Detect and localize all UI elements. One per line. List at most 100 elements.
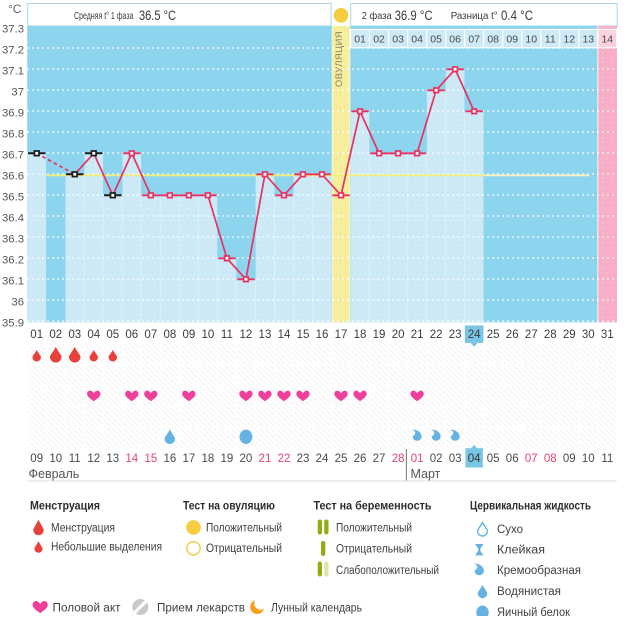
svg-text:37: 37 — [11, 86, 24, 98]
svg-text:Небольшие выделения: Небольшие выделения — [51, 542, 162, 554]
svg-text:36.3: 36.3 — [2, 233, 24, 245]
svg-text:05: 05 — [487, 453, 500, 465]
svg-text:11: 11 — [221, 329, 233, 341]
svg-text:36.4: 36.4 — [2, 212, 24, 224]
svg-text:08: 08 — [544, 453, 557, 465]
svg-text:Март: Март — [411, 467, 441, 481]
svg-text:06: 06 — [506, 453, 519, 465]
svg-text:19: 19 — [221, 453, 234, 465]
svg-text:27: 27 — [525, 329, 538, 341]
svg-text:28: 28 — [544, 329, 557, 341]
svg-text:14: 14 — [125, 453, 138, 465]
svg-text:21: 21 — [259, 453, 272, 465]
svg-text:36.5 °C: 36.5 °C — [139, 8, 176, 23]
svg-text:26: 26 — [506, 329, 519, 341]
svg-text:13: 13 — [582, 34, 594, 46]
svg-text:Половой акт: Половой акт — [53, 602, 122, 614]
svg-text:05: 05 — [430, 34, 442, 46]
svg-text:36.8: 36.8 — [2, 128, 24, 140]
svg-text:Клейкая: Клейкая — [497, 545, 545, 557]
svg-text:07: 07 — [144, 329, 157, 341]
svg-text:10: 10 — [525, 34, 537, 46]
svg-text:28: 28 — [392, 453, 405, 465]
svg-text:02: 02 — [373, 34, 385, 46]
svg-text:09: 09 — [506, 34, 518, 46]
svg-text:0.4 °C: 0.4 °C — [501, 8, 533, 23]
svg-text:36.7: 36.7 — [2, 149, 24, 161]
svg-text:17: 17 — [182, 453, 195, 465]
svg-text:20: 20 — [240, 453, 253, 465]
svg-text:04: 04 — [411, 34, 423, 46]
svg-text:Кремообразная: Кремообразная — [497, 565, 581, 577]
svg-text:Менструация: Менструация — [30, 501, 100, 513]
svg-text:Прием лекарств: Прием лекарств — [157, 602, 245, 614]
svg-text:22: 22 — [278, 453, 291, 465]
svg-text:01: 01 — [411, 453, 424, 465]
svg-text:15: 15 — [144, 453, 157, 465]
svg-text:2 фаза: 2 фаза — [362, 10, 392, 22]
svg-text:11: 11 — [601, 453, 613, 465]
svg-text:05: 05 — [106, 329, 119, 341]
svg-text:10: 10 — [201, 329, 214, 341]
svg-text:23: 23 — [297, 453, 310, 465]
svg-text:12: 12 — [87, 453, 100, 465]
svg-text:15: 15 — [297, 329, 310, 341]
svg-text:30: 30 — [582, 329, 595, 341]
svg-text:25: 25 — [335, 453, 348, 465]
svg-text:13: 13 — [259, 329, 272, 341]
svg-text:16: 16 — [316, 329, 329, 341]
svg-text:09: 09 — [30, 453, 43, 465]
svg-text:23: 23 — [449, 329, 462, 341]
svg-text:18: 18 — [201, 453, 214, 465]
svg-text:Менструация: Менструация — [51, 522, 115, 534]
svg-text:10: 10 — [49, 453, 62, 465]
svg-text:01: 01 — [354, 34, 366, 46]
svg-text:10: 10 — [582, 453, 595, 465]
svg-text:14: 14 — [278, 329, 291, 341]
svg-text:36: 36 — [11, 296, 24, 308]
svg-text:36.9 °C: 36.9 °C — [395, 8, 433, 23]
svg-text:26: 26 — [354, 453, 367, 465]
svg-text:29: 29 — [563, 329, 576, 341]
svg-text:02: 02 — [430, 453, 443, 465]
svg-text:Яичный белок: Яичный белок — [497, 607, 571, 616]
svg-text:11: 11 — [545, 34, 556, 46]
svg-text:Тест на беременность: Тест на беременность — [314, 501, 432, 513]
svg-text:01: 01 — [30, 329, 43, 341]
svg-text:09: 09 — [563, 453, 576, 465]
svg-text:07: 07 — [525, 453, 538, 465]
svg-text:06: 06 — [449, 34, 461, 46]
svg-text:13: 13 — [106, 453, 119, 465]
svg-text:37.3: 37.3 — [2, 23, 24, 35]
svg-text:31: 31 — [601, 329, 614, 341]
svg-text:Февраль: Февраль — [29, 467, 80, 481]
svg-text:Цервикальная жидкость: Цервикальная жидкость — [470, 501, 591, 513]
svg-text:16: 16 — [163, 453, 176, 465]
svg-text:12: 12 — [240, 329, 253, 341]
svg-text:Разница t°: Разница t° — [451, 10, 498, 22]
svg-text:02: 02 — [49, 329, 62, 341]
svg-text:Отрицательный: Отрицательный — [206, 543, 282, 555]
svg-text:Слабоположительный: Слабоположительный — [336, 565, 439, 577]
svg-text:14: 14 — [601, 34, 613, 46]
svg-text:20: 20 — [392, 329, 405, 341]
svg-text:36.6: 36.6 — [2, 170, 24, 182]
svg-text:Водянистая: Водянистая — [497, 586, 561, 598]
svg-text:Средняя t° 1 фаза: Средняя t° 1 фаза — [74, 10, 134, 22]
svg-text:03: 03 — [392, 34, 404, 46]
svg-text:ОВУЛЯЦИЯ: ОВУЛЯЦИЯ — [334, 31, 345, 87]
svg-text:37.1: 37.1 — [2, 65, 24, 77]
svg-text:27: 27 — [373, 453, 386, 465]
svg-text:07: 07 — [468, 34, 480, 46]
svg-text:Лунный календарь: Лунный календарь — [271, 602, 362, 614]
svg-text:24: 24 — [468, 329, 481, 341]
svg-text:37.2: 37.2 — [2, 44, 24, 56]
svg-text:04: 04 — [468, 453, 481, 465]
svg-text:03: 03 — [68, 329, 81, 341]
svg-text:Тест на овуляцию: Тест на овуляцию — [183, 501, 275, 513]
svg-text:22: 22 — [430, 329, 443, 341]
svg-text:Положительный: Положительный — [336, 523, 412, 535]
svg-text:21: 21 — [411, 329, 424, 341]
svg-text:Сухо: Сухо — [497, 524, 523, 536]
svg-text:08: 08 — [163, 329, 176, 341]
